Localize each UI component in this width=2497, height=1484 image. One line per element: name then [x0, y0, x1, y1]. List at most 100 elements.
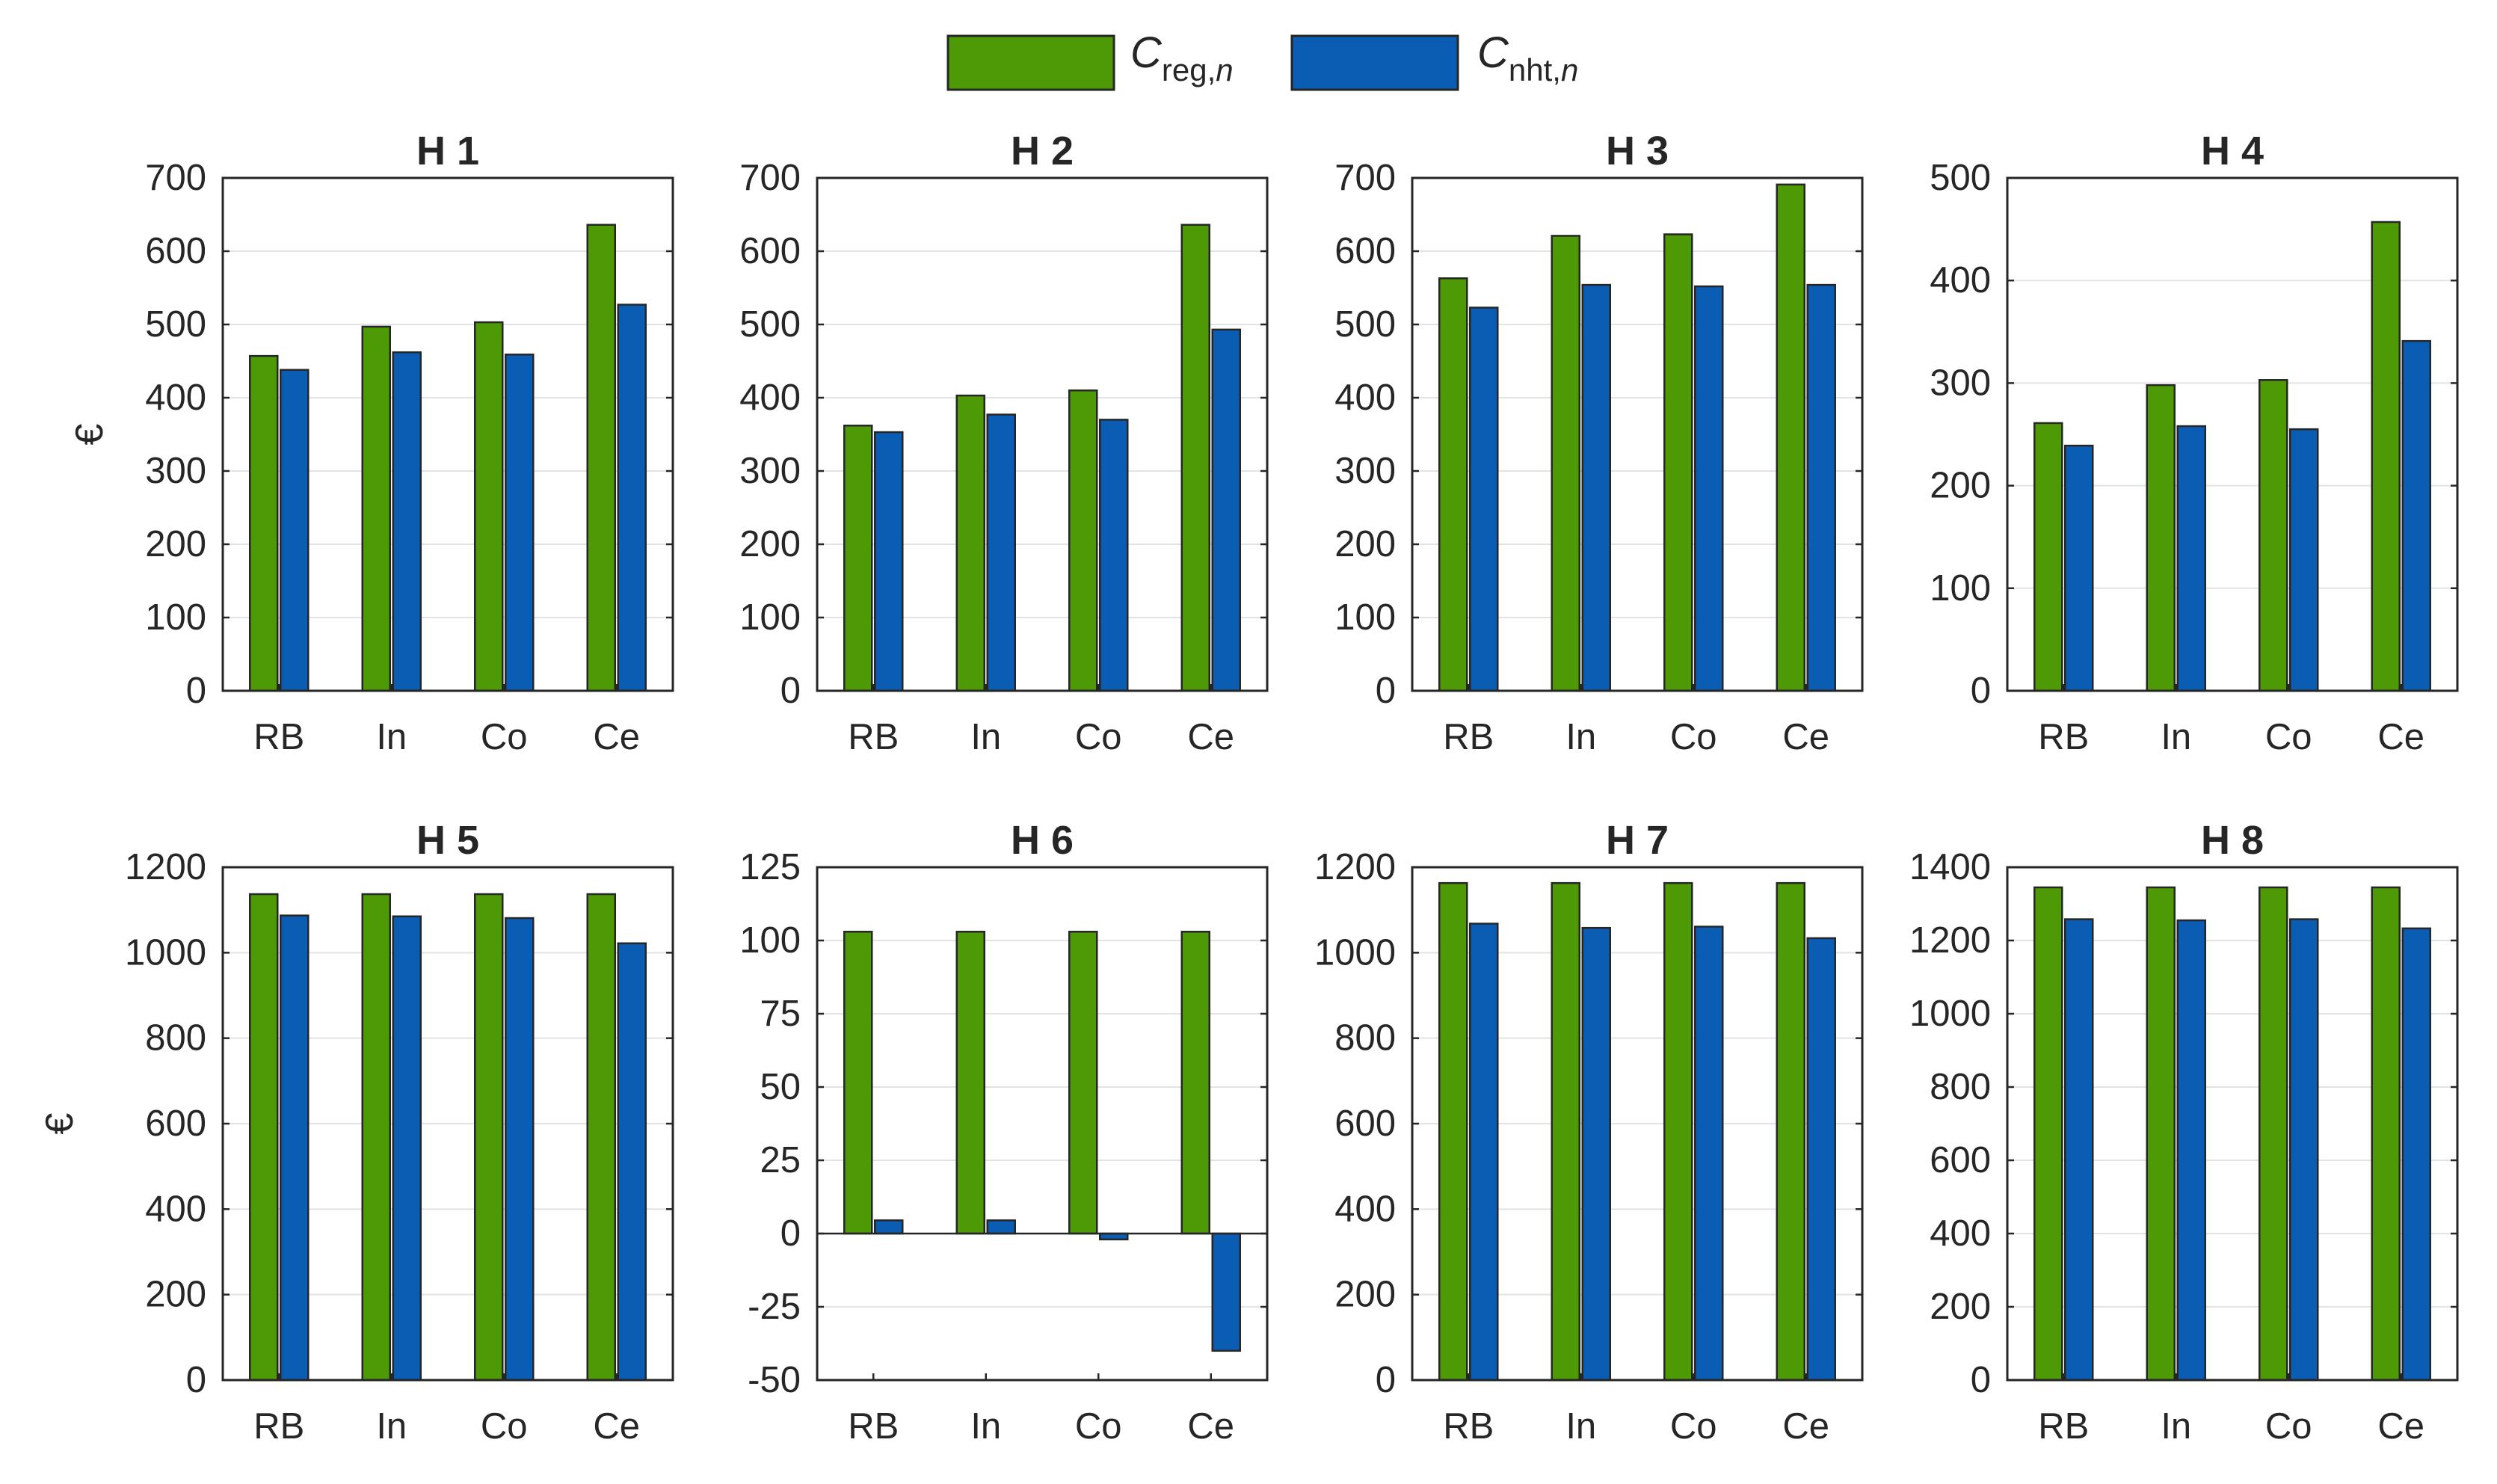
y-tick-label: 200: [1334, 1275, 1396, 1315]
bar-h2-c-reg-co: [1068, 389, 1098, 692]
y-tick-label: 100: [145, 597, 206, 638]
legend-swatch-c-nht: [1290, 34, 1459, 91]
x-tick-label-rb: RB: [2038, 1406, 2089, 1447]
y-tick-label: 100: [739, 920, 801, 961]
panel-h8: 0 200 400 600 800 1000 1200 1400 RB In Co Ce H 8: [1909, 818, 2459, 1447]
bar-h5-c-nht-ce: [617, 942, 647, 1382]
y-tick-label: 700: [145, 158, 206, 198]
bar-h2-c-reg-rb: [843, 424, 873, 692]
x-tick-label-ce: Ce: [1187, 717, 1234, 757]
panel-title: H 6: [1011, 818, 1074, 863]
y-tick-label: 200: [1930, 1287, 1991, 1327]
y-tick-label: 75: [760, 994, 801, 1034]
bar-h2-c-nht-in: [986, 413, 1016, 692]
bar-h8-c-nht-ce: [2401, 927, 2431, 1382]
y-tick-label: 25: [760, 1140, 801, 1180]
panel-title: H 8: [2201, 818, 2264, 863]
bar-h2-c-reg-in: [955, 394, 985, 692]
bar-h5-c-nht-co: [505, 917, 535, 1382]
bar-h7-c-nht-in: [1581, 926, 1611, 1382]
panel-title: H 5: [416, 818, 479, 863]
bar-h1-c-reg-rb: [249, 354, 279, 692]
bar-h2-c-nht-rb: [874, 431, 904, 692]
bar-h7-c-nht-rb: [1469, 923, 1499, 1382]
bar-h7-c-nht-ce: [1806, 937, 1836, 1382]
x-tick-label-ce: Ce: [1782, 717, 1829, 757]
x-tick-label-ce: Ce: [1187, 1406, 1234, 1447]
x-tick-label-in: In: [2161, 1406, 2191, 1447]
bar-h6-c-nht-rb: [874, 1219, 904, 1235]
bar-h5-c-nht-rb: [280, 914, 310, 1382]
bar-h4-c-nht-rb: [2064, 444, 2094, 692]
y-tick-label: 400: [1930, 1213, 1991, 1254]
x-tick-label-rb: RB: [1443, 1406, 1494, 1447]
y-tick-label: 0: [186, 671, 206, 711]
bar-h7-c-reg-ce: [1776, 881, 1805, 1382]
y-tick-label: 400: [1334, 378, 1396, 418]
y-axis-label: €: [68, 423, 111, 445]
y-tick-label: 200: [1930, 466, 1991, 506]
panel-h3: 0 100 200 300 400 500 600 700 RB In Co Ce H 3: [1334, 129, 1864, 757]
x-tick-label-co: Co: [1670, 717, 1717, 757]
bar-h2-c-reg-ce: [1180, 224, 1210, 692]
legend-label-c-reg: Creg,n: [1130, 28, 1234, 87]
bar-h2-c-nht-co: [1099, 419, 1129, 692]
bar-h5-c-reg-co: [474, 893, 504, 1382]
bar-h1-c-nht-rb: [280, 369, 310, 692]
bar-h1-c-nht-in: [392, 351, 422, 692]
x-tick-label-co: Co: [481, 717, 528, 757]
bar-h1-c-reg-ce: [586, 224, 616, 692]
y-tick-label: 300: [1930, 363, 1991, 403]
bar-h5-c-reg-rb: [249, 893, 279, 1382]
bar-h4-c-reg-rb: [2033, 422, 2063, 692]
bar-h4-c-reg-in: [2146, 384, 2176, 692]
panel-title: H 1: [416, 129, 479, 173]
y-tick-label: 600: [1334, 1103, 1396, 1144]
bar-h6-c-reg-rb: [843, 930, 873, 1235]
y-tick-label: 0: [1376, 1360, 1396, 1400]
bar-h8-c-reg-rb: [2033, 886, 2063, 1382]
y-tick-label: 500: [739, 304, 801, 345]
y-tick-label: 1000: [1909, 994, 1991, 1034]
panel-h4: 0 100 200 300 400 500 RB In Co Ce H 4: [1930, 129, 2459, 757]
y-tick-label: 0: [1376, 671, 1396, 711]
bar-h4-c-nht-ce: [2401, 339, 2431, 692]
axes-box: [2006, 866, 2459, 1382]
panel-title: H 3: [1606, 129, 1669, 173]
y-tick-label: 400: [739, 378, 801, 418]
y-tick-label: 800: [145, 1018, 206, 1059]
y-tick-label: 200: [1334, 524, 1396, 564]
x-tick-label-in: In: [970, 717, 1001, 757]
legend-swatch-c-reg: [946, 34, 1115, 91]
panel-h1: 0 100 200 300 400 500 600 700 RB In Co Ce H 1 €: [68, 129, 674, 757]
y-tick-label: -25: [748, 1287, 801, 1327]
y-tick-label: 400: [1334, 1189, 1396, 1229]
y-tick-label: 300: [145, 451, 206, 491]
x-tick-label-rb: RB: [1443, 717, 1494, 757]
bar-h3-c-nht-in: [1581, 283, 1611, 692]
y-tick-label: 1200: [125, 847, 206, 887]
y-tick-label: 200: [145, 524, 206, 564]
panel-h5: 0 200 400 600 800 1000 1200 RB In Co Ce H 5 €: [38, 818, 674, 1447]
bar-h2-c-nht-ce: [1211, 328, 1241, 692]
x-tick-label-co: Co: [1075, 1406, 1122, 1447]
bar-h3-c-nht-ce: [1806, 283, 1836, 692]
x-tick-label-in: In: [1565, 717, 1596, 757]
y-tick-label: 500: [1334, 304, 1396, 345]
x-tick-label-co: Co: [1670, 1406, 1717, 1447]
y-tick-label: 100: [1334, 597, 1396, 638]
legend: Creg,n Cnht,n: [946, 28, 1578, 91]
x-tick-label-rb: RB: [2038, 717, 2089, 757]
y-tick-label: 400: [1930, 260, 1991, 301]
y-tick-label: 0: [780, 671, 801, 711]
y-tick-label: 0: [1971, 671, 1991, 711]
y-tick-label: 600: [739, 231, 801, 271]
bar-h7-c-reg-in: [1551, 881, 1580, 1382]
y-tick-label: 1000: [125, 932, 206, 973]
bar-h6-c-nht-ce: [1211, 1232, 1241, 1352]
y-tick-label: 100: [739, 597, 801, 638]
y-tick-label: 200: [739, 524, 801, 564]
bar-h6-c-reg-co: [1068, 930, 1098, 1235]
y-tick-label: 200: [145, 1275, 206, 1315]
